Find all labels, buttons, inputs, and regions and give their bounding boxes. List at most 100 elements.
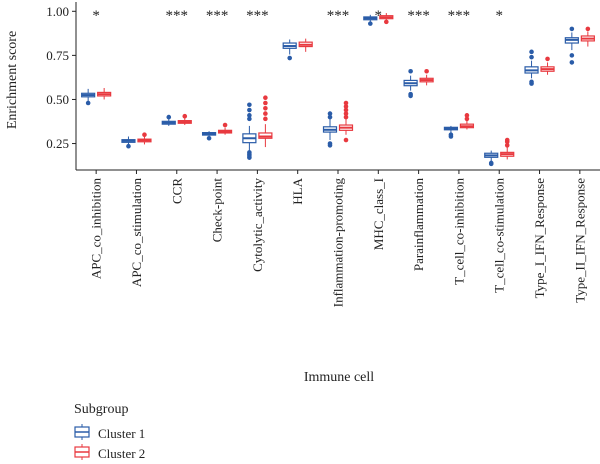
outlier-point <box>504 137 510 143</box>
outlier-point <box>529 49 534 55</box>
outlier-point <box>247 113 252 118</box>
x-tick-label: T_cell_co-stimulation <box>492 178 507 293</box>
significance-label: *** <box>206 8 229 24</box>
x-tick-label: Parainflammation <box>411 178 426 272</box>
outlier-point <box>166 114 172 120</box>
significance-label: *** <box>246 8 269 24</box>
box-cluster-2 <box>177 113 192 126</box>
outlier-point <box>126 143 131 149</box>
y-axis-title: Enrichment score <box>5 31 20 129</box>
box-cluster-1 <box>484 150 499 167</box>
outlier-point <box>343 107 349 113</box>
x-tick-label: Type_I_IFN_Response <box>532 178 547 299</box>
outlier-point <box>263 95 268 100</box>
outlier-point <box>206 135 212 141</box>
outlier-point <box>545 56 550 62</box>
outlier-point <box>424 68 429 74</box>
x-tick-label: MHC_class_I <box>371 178 386 250</box>
plot-area: 0.25 0.50 0.75 1.00 APC_co_inhibition * APC_co… <box>46 2 600 307</box>
box-cluster-2 <box>379 13 394 25</box>
outlier-point <box>142 132 147 138</box>
outlier-point <box>343 104 349 109</box>
outlier-point <box>408 68 413 74</box>
box-cluster-1 <box>363 14 378 26</box>
outlier-point <box>287 55 292 61</box>
outlier-point <box>464 113 470 118</box>
outlier-point <box>384 19 389 25</box>
outlier-point <box>488 161 494 167</box>
outlier-point <box>343 137 349 143</box>
outlier-point <box>569 26 575 32</box>
outlier-point <box>464 116 470 122</box>
x-tick-label: APC_co_inhibition <box>89 178 104 280</box>
legend-label-cluster-2: Cluster 2 <box>98 446 145 461</box>
outlier-point <box>247 116 252 122</box>
box-cluster-2 <box>540 56 555 75</box>
box-cluster-2 <box>137 132 152 145</box>
legend-item-cluster-1: Cluster 1 <box>74 424 145 441</box>
significance-label: * <box>92 8 100 24</box>
outlier-point <box>343 100 349 106</box>
outlier-point <box>263 111 268 116</box>
outlier-point <box>327 114 333 120</box>
outlier-point <box>343 111 349 116</box>
outlier-point <box>327 111 333 116</box>
box-cluster-1 <box>81 88 96 106</box>
box-cluster-1 <box>201 131 217 141</box>
y-tick-label: 0.75 <box>46 48 69 63</box>
y-tick-label: 1.00 <box>46 4 69 19</box>
x-tick-label: Cytolytic_activity <box>250 178 265 272</box>
y-tick-label: 0.25 <box>46 136 69 151</box>
box-cluster-1 <box>443 125 459 139</box>
significance-label: *** <box>327 8 350 24</box>
outlier-point <box>529 54 534 60</box>
box-cluster-2 <box>459 113 475 130</box>
box-cluster-1 <box>242 102 257 160</box>
outlier-point <box>368 21 373 26</box>
outlier-point <box>182 113 188 119</box>
box-cluster-1 <box>121 136 136 149</box>
outlier-point <box>222 122 228 128</box>
significance-label: * <box>495 8 503 24</box>
x-tick-label: APC_co_stimulation <box>129 178 144 288</box>
box-cluster-1 <box>564 26 579 65</box>
significance-label: * <box>375 8 383 24</box>
x-tick-label: Type_II_IFN_Response <box>572 178 587 303</box>
box-cluster-2 <box>217 122 233 135</box>
box-cluster-2 <box>338 100 354 143</box>
outlier-point <box>408 93 413 99</box>
outlier-point <box>263 100 268 106</box>
box-cluster-1 <box>282 39 297 61</box>
outlier-point <box>247 107 252 113</box>
outlier-point <box>529 81 534 86</box>
box-cluster-2 <box>500 137 515 160</box>
x-tick-label: Check-point <box>210 178 225 243</box>
outlier-point <box>263 105 268 111</box>
outlier-point <box>504 143 510 148</box>
legend-key-cluster-1 <box>74 424 90 440</box>
y-tick-label: 0.50 <box>46 92 69 107</box>
outlier-point <box>585 26 591 32</box>
legend-key-cluster-2 <box>74 444 90 460</box>
legend-label-cluster-1: Cluster 1 <box>98 426 145 441</box>
box-cluster-1 <box>524 49 539 86</box>
box-cluster-1 <box>322 111 338 148</box>
box-cluster-1 <box>403 68 418 99</box>
outlier-point <box>569 53 575 58</box>
outlier-point <box>448 134 454 139</box>
legend-item-cluster-2: Cluster 2 <box>74 444 145 461</box>
outlier-point <box>569 60 575 65</box>
box-cluster-2 <box>298 38 313 52</box>
box-cluster-1 <box>161 114 176 126</box>
outlier-point <box>263 116 268 122</box>
box-cluster-2 <box>419 68 434 86</box>
x-tick-label: HLA <box>290 177 305 204</box>
box-cluster-2 <box>97 88 112 100</box>
legend-title: Subgroup <box>74 402 128 417</box>
significance-label: *** <box>448 8 471 24</box>
outlier-point <box>85 100 91 106</box>
outlier-point <box>327 143 333 148</box>
box-cluster-2 <box>580 26 595 47</box>
significance-label: *** <box>166 8 189 24</box>
